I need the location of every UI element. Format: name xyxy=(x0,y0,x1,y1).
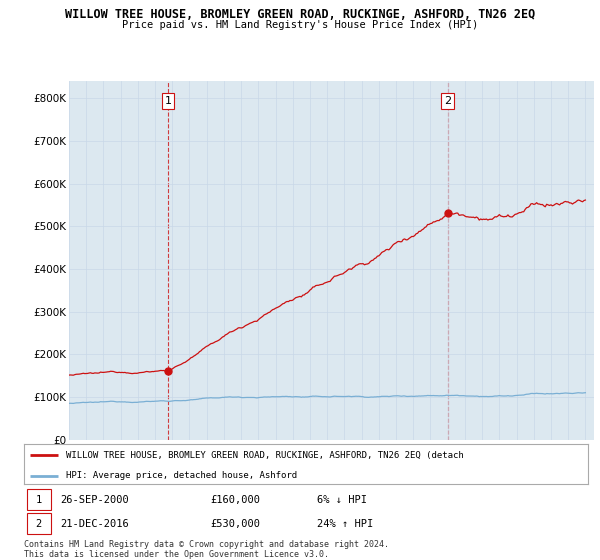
Text: 21-DEC-2016: 21-DEC-2016 xyxy=(61,519,130,529)
Text: £530,000: £530,000 xyxy=(210,519,260,529)
Text: WILLOW TREE HOUSE, BROMLEY GREEN ROAD, RUCKINGE, ASHFORD, TN26 2EQ (detach: WILLOW TREE HOUSE, BROMLEY GREEN ROAD, R… xyxy=(66,450,464,459)
Text: 26-SEP-2000: 26-SEP-2000 xyxy=(61,495,130,505)
Bar xyxy=(27,489,50,510)
Bar xyxy=(27,514,50,534)
Text: 2: 2 xyxy=(35,519,42,529)
Text: £160,000: £160,000 xyxy=(210,495,260,505)
Text: 6% ↓ HPI: 6% ↓ HPI xyxy=(317,495,367,505)
Text: Contains HM Land Registry data © Crown copyright and database right 2024.
This d: Contains HM Land Registry data © Crown c… xyxy=(24,540,389,559)
Text: Price paid vs. HM Land Registry's House Price Index (HPI): Price paid vs. HM Land Registry's House … xyxy=(122,20,478,30)
Text: HPI: Average price, detached house, Ashford: HPI: Average price, detached house, Ashf… xyxy=(66,471,298,480)
Text: WILLOW TREE HOUSE, BROMLEY GREEN ROAD, RUCKINGE, ASHFORD, TN26 2EQ: WILLOW TREE HOUSE, BROMLEY GREEN ROAD, R… xyxy=(65,8,535,21)
Point xyxy=(443,209,452,218)
Text: 24% ↑ HPI: 24% ↑ HPI xyxy=(317,519,374,529)
Point xyxy=(163,367,173,376)
Text: 1: 1 xyxy=(35,495,42,505)
Text: 1: 1 xyxy=(164,96,172,106)
Text: 2: 2 xyxy=(444,96,451,106)
